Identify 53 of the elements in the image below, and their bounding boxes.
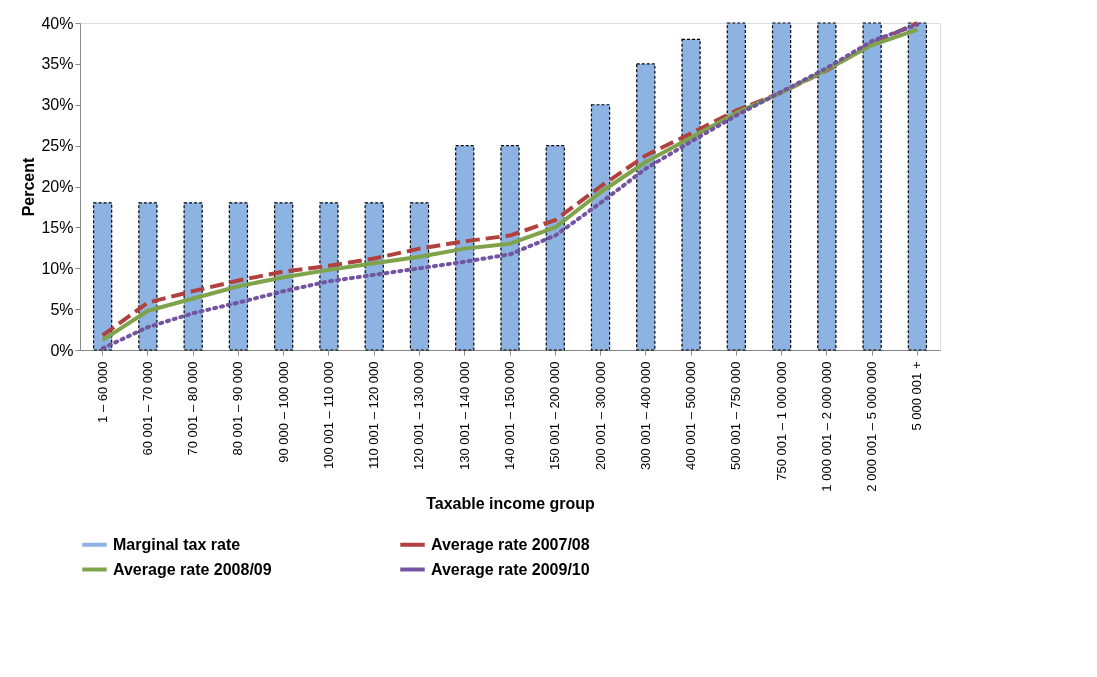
x-tick-label: 130 001 – 140 000 — [456, 361, 472, 470]
x-tick-label: 300 001 – 400 000 — [637, 361, 653, 470]
x-tick-label: 1 – 60 000 — [94, 361, 110, 423]
x-tick-label: 400 001 – 500 000 — [683, 361, 699, 470]
y-tick-label: 30% — [41, 96, 74, 114]
y-tick-label: 35% — [41, 55, 74, 73]
bar — [590, 104, 611, 351]
y-tick-label: 15% — [41, 218, 74, 236]
y-tick-label: 40% — [41, 14, 74, 32]
bar — [726, 22, 746, 351]
legend-label: Marginal tax rate — [113, 535, 241, 553]
bar — [92, 202, 113, 351]
y-tick-label: 0% — [50, 341, 74, 359]
x-tick-label: 2 000 001 – 5 000 000 — [864, 361, 880, 492]
x-tick-label: 80 001 – 90 000 — [230, 361, 246, 456]
x-tick-label: 60 001 – 70 000 — [139, 361, 155, 456]
bar — [636, 63, 656, 351]
x-tick-label: 90 000 – 100 000 — [275, 361, 291, 463]
bar — [409, 202, 430, 351]
y-tick-label: 25% — [41, 137, 74, 155]
bar — [545, 145, 565, 351]
x-axis-title: Taxable income group — [426, 494, 596, 512]
x-tick-label: 120 001 – 130 000 — [411, 361, 427, 470]
legend-label: Average rate 2009/10 — [431, 560, 590, 578]
x-tick-label: 750 001 – 1 000 000 — [773, 361, 789, 481]
x-tick-label: 110 001 – 120 000 — [366, 361, 382, 469]
x-tick-label: 100 001 – 110 000 — [320, 361, 336, 469]
bar — [681, 38, 701, 351]
x-tick-label: 200 001 – 300 000 — [592, 361, 608, 470]
legend-label: Average rate 2007/08 — [431, 535, 590, 553]
bar — [455, 145, 475, 351]
bar — [907, 22, 928, 351]
bar — [274, 202, 294, 351]
x-tick-label: 140 001 – 150 000 — [502, 361, 517, 470]
bar — [500, 145, 520, 351]
bar — [771, 22, 792, 351]
bar — [138, 202, 158, 351]
x-tick-label: 70 001 – 80 000 — [185, 361, 201, 456]
y-axis-title: Percent — [20, 156, 38, 217]
bar — [364, 202, 384, 351]
y-tick-label: 5% — [50, 300, 74, 318]
bar — [228, 202, 249, 351]
x-tick-label: 500 001 – 750 000 — [728, 361, 744, 470]
legend-label: Average rate 2008/09 — [113, 560, 272, 578]
bar — [319, 202, 339, 351]
x-tick-label: 5 000 001 + — [909, 361, 925, 431]
x-tick-label: 1 000 001 – 2 000 000 — [818, 361, 834, 492]
bar — [817, 22, 837, 351]
y-tick-label: 10% — [41, 259, 74, 277]
bar — [183, 202, 203, 351]
bar — [862, 22, 882, 351]
y-tick-label: 20% — [41, 178, 74, 195]
x-tick-label: 150 001 – 200 000 — [547, 361, 563, 470]
